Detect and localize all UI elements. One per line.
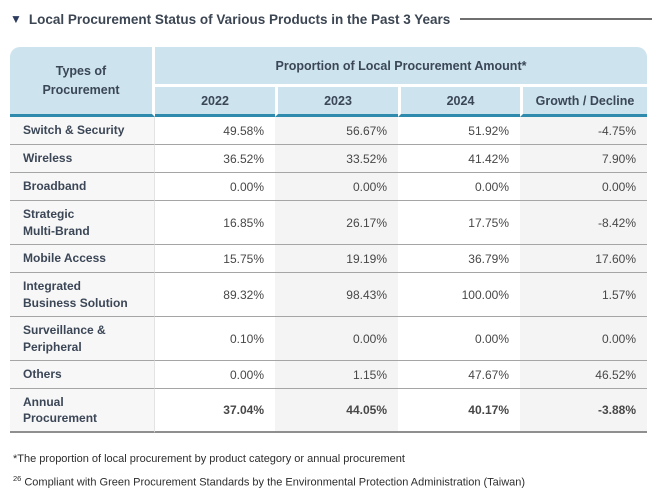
row-value-2023: 56.67% bbox=[275, 117, 398, 145]
row-value-2023: 44.05% bbox=[275, 389, 398, 433]
row-value-2022: 0.00% bbox=[155, 361, 275, 389]
footnotes: *The proportion of local procurement by … bbox=[13, 449, 657, 493]
row-label: Annual Procurement bbox=[10, 389, 155, 433]
header-group-row: Types of Procurement Proportion of Local… bbox=[10, 47, 647, 117]
table-row: Switch & Security 49.58% 56.67% 51.92% -… bbox=[10, 117, 647, 145]
row-value-2022: 0.00% bbox=[155, 173, 275, 201]
footnote-26: 26 Compliant with Green Procurement Stand… bbox=[13, 469, 657, 493]
section-title-row: ▼ Local Procurement Status of Various Pr… bbox=[10, 8, 652, 30]
row-value-2022: 36.52% bbox=[155, 145, 275, 173]
row-value-2024: 17.75% bbox=[398, 201, 520, 245]
row-value-2024: 100.00% bbox=[398, 273, 520, 317]
row-value-2022: 49.58% bbox=[155, 117, 275, 145]
header-types-of-procurement: Types of Procurement bbox=[10, 47, 155, 117]
section-title: Local Procurement Status of Various Prod… bbox=[28, 11, 451, 27]
row-value-2024: 0.00% bbox=[398, 317, 520, 361]
table-header: Types of Procurement Proportion of Local… bbox=[10, 47, 647, 117]
row-label: Others bbox=[10, 361, 155, 389]
row-label: Integrated Business Solution bbox=[10, 273, 155, 317]
row-label: Wireless bbox=[10, 145, 155, 173]
row-value-2022: 37.04% bbox=[155, 389, 275, 433]
section-collapse-triangle-icon: ▼ bbox=[10, 12, 22, 26]
row-value-2023: 0.00% bbox=[275, 173, 398, 201]
row-value-growth: 46.52% bbox=[520, 361, 647, 389]
table-row: Wireless 36.52% 33.52% 41.42% 7.90% bbox=[10, 145, 647, 173]
row-value-growth: 1.57% bbox=[520, 273, 647, 317]
table-row: Mobile Access 15.75% 19.19% 36.79% 17.60… bbox=[10, 245, 647, 273]
row-value-growth: 7.90% bbox=[520, 145, 647, 173]
row-value-growth: -4.75% bbox=[520, 117, 647, 145]
row-value-growth: -3.88% bbox=[520, 389, 647, 433]
footnote-asterisk: *The proportion of local procurement by … bbox=[13, 449, 657, 469]
row-value-2023: 33.52% bbox=[275, 145, 398, 173]
row-value-2024: 40.17% bbox=[398, 389, 520, 433]
table-row: Annual Procurement 37.04% 44.05% 40.17% … bbox=[10, 389, 647, 433]
header-growth-decline: Growth / Decline bbox=[520, 84, 647, 117]
row-label: Mobile Access bbox=[10, 245, 155, 273]
row-value-2023: 1.15% bbox=[275, 361, 398, 389]
row-value-2023: 19.19% bbox=[275, 245, 398, 273]
header-year-2022: 2022 bbox=[155, 84, 275, 117]
footnote-asterisk-marker: * bbox=[13, 453, 18, 465]
table-row: Strategic Multi-Brand 16.85% 26.17% 17.7… bbox=[10, 201, 647, 245]
row-value-2024: 51.92% bbox=[398, 117, 520, 145]
procurement-table: Types of Procurement Proportion of Local… bbox=[10, 47, 647, 433]
row-value-2023: 0.00% bbox=[275, 317, 398, 361]
row-label: Surveillance & Peripheral bbox=[10, 317, 155, 361]
table-row: Others 0.00% 1.15% 47.67% 46.52% bbox=[10, 361, 647, 389]
row-label: Switch & Security bbox=[10, 117, 155, 145]
row-value-2022: 16.85% bbox=[155, 201, 275, 245]
title-rule-line bbox=[460, 18, 652, 20]
row-value-growth: 0.00% bbox=[520, 317, 647, 361]
row-label: Broadband bbox=[10, 173, 155, 201]
row-value-growth: 0.00% bbox=[520, 173, 647, 201]
header-year-2023: 2023 bbox=[275, 84, 398, 117]
row-value-2024: 47.67% bbox=[398, 361, 520, 389]
row-value-2024: 0.00% bbox=[398, 173, 520, 201]
row-value-2022: 0.10% bbox=[155, 317, 275, 361]
header-year-2024: 2024 bbox=[398, 84, 520, 117]
table-row: Surveillance & Peripheral 0.10% 0.00% 0.… bbox=[10, 317, 647, 361]
header-proportion-group: Proportion of Local Procurement Amount* bbox=[155, 47, 647, 84]
row-value-2023: 98.43% bbox=[275, 273, 398, 317]
header-years-row: 2022 2023 2024 Growth / Decline bbox=[10, 84, 647, 117]
row-value-growth: 17.60% bbox=[520, 245, 647, 273]
footnote-26-text: Compliant with Green Procurement Standar… bbox=[24, 476, 526, 489]
row-value-2022: 89.32% bbox=[155, 273, 275, 317]
row-label: Strategic Multi-Brand bbox=[10, 201, 155, 245]
row-value-growth: -8.42% bbox=[520, 201, 647, 245]
row-value-2022: 15.75% bbox=[155, 245, 275, 273]
row-value-2023: 26.17% bbox=[275, 201, 398, 245]
table-row: Broadband 0.00% 0.00% 0.00% 0.00% bbox=[10, 173, 647, 201]
row-value-2024: 41.42% bbox=[398, 145, 520, 173]
footnote-asterisk-text: The proportion of local procurement by p… bbox=[17, 453, 405, 465]
footnote-26-marker: 26 bbox=[13, 474, 22, 483]
table-row: Integrated Business Solution 89.32% 98.4… bbox=[10, 273, 647, 317]
row-value-2024: 36.79% bbox=[398, 245, 520, 273]
table-body: Switch & Security 49.58% 56.67% 51.92% -… bbox=[10, 117, 647, 433]
